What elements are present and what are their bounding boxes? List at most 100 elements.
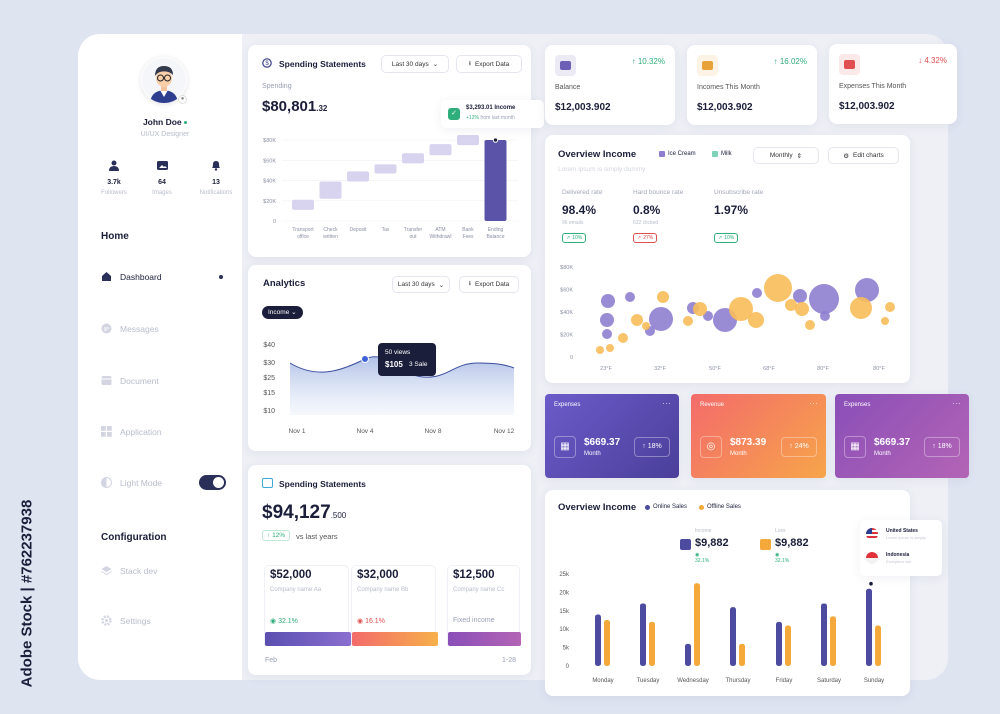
sidebar-item-stack-dev[interactable]: Stack dev bbox=[101, 565, 157, 576]
bubble-milk bbox=[795, 302, 809, 316]
income-change-value: 32.1% bbox=[695, 558, 710, 564]
bar-online-sales bbox=[866, 588, 872, 666]
y-tick-label: $30 bbox=[263, 360, 275, 367]
bubble-milk bbox=[764, 274, 792, 302]
x-tick-label: Nov 4 bbox=[357, 428, 374, 435]
sidebar-item-dashboard[interactable]: Dashboard bbox=[101, 271, 162, 282]
company-change: Fixed income bbox=[453, 617, 495, 624]
y-tick-label: $40 bbox=[263, 342, 275, 349]
stat-card-value: $12,003.902 bbox=[555, 102, 611, 113]
legend-swatch bbox=[712, 151, 718, 157]
x-tick-label: written bbox=[323, 234, 338, 240]
highlight-point bbox=[869, 581, 873, 586]
toggle-knob bbox=[213, 477, 224, 488]
y-tick-label: $40K bbox=[263, 179, 276, 185]
metric-value: 1.97% bbox=[714, 203, 749, 217]
highlight-point bbox=[492, 137, 499, 143]
amount-cents: .32 bbox=[316, 104, 328, 113]
legend-swatch bbox=[645, 504, 650, 510]
tooltip-change-row: +12% from last month bbox=[466, 115, 515, 121]
spending-statements-card: $ Spending Statements Last 30 days ⌄ ⭳ Exp… bbox=[248, 45, 531, 257]
y-tick-label: 0 bbox=[566, 664, 570, 670]
sidebar-item-document[interactable]: Document bbox=[101, 375, 159, 386]
map-icon: ▦ bbox=[554, 436, 576, 458]
stat-notifications[interactable]: 13 Notifications bbox=[194, 158, 238, 196]
y-tick-label: 10k bbox=[559, 627, 570, 633]
bubble-ice-cream bbox=[793, 289, 807, 303]
stat-card: ↑ 10.32% Balance $12,003.902 bbox=[545, 45, 675, 125]
tooltip-change: +12% bbox=[466, 115, 479, 121]
period-end: 1-28 bbox=[502, 657, 517, 664]
income-filter-select[interactable]: Income ⌄ bbox=[262, 306, 303, 319]
company-change: ◉ 32.1% bbox=[270, 618, 298, 625]
spending-amount: $94,127.500 bbox=[262, 502, 346, 524]
x-tick-label: out bbox=[410, 234, 418, 240]
chevron-down-icon: ⌄ bbox=[438, 281, 445, 289]
image-icon bbox=[156, 161, 168, 170]
area-chart: $40 $30 $25 $15 $10 Nov 1 Nov 4 Nov 8 Nov 12 bbox=[263, 342, 515, 435]
change-value: 16.02% bbox=[779, 57, 807, 66]
legend-label: Offline Sales bbox=[707, 504, 741, 510]
sidebar-item-label: Light Mode bbox=[120, 477, 163, 488]
light-mode-toggle[interactable] bbox=[199, 475, 226, 490]
x-tick-label: Nov 12 bbox=[494, 428, 515, 435]
waterfall-bar bbox=[292, 199, 314, 210]
sidebar bbox=[78, 34, 242, 680]
waterfall-bar bbox=[347, 171, 369, 182]
company-value: $12,500 bbox=[453, 569, 495, 581]
date-range-select[interactable]: Last 30 days ⌄ bbox=[381, 55, 449, 73]
metric-label: Unsubscribe rate bbox=[714, 189, 764, 196]
bubble-milk bbox=[642, 322, 650, 330]
company-value: $32,000 bbox=[357, 569, 399, 581]
summary-gradient-card[interactable]: Expenses ··· ▦ $669.37 Month ↑ 18% bbox=[545, 394, 679, 478]
sidebar-item-application[interactable]: Application bbox=[101, 426, 162, 437]
bar-online-sales bbox=[776, 621, 782, 666]
hover-point[interactable] bbox=[361, 355, 369, 363]
stat-images[interactable]: 64 Images bbox=[142, 158, 182, 196]
metric-sub: 632 clicked bbox=[633, 220, 659, 226]
bubble-ice-cream bbox=[600, 313, 614, 327]
more-icon[interactable]: ··· bbox=[662, 398, 671, 408]
income-tooltip: ✓ $3,293.01 Income +12% from last month bbox=[441, 100, 544, 128]
profile-edit-icon[interactable]: ● bbox=[178, 95, 187, 104]
stat-followers[interactable]: 3.7k Followers bbox=[94, 158, 134, 196]
sidebar-item-label: Messages bbox=[120, 323, 159, 334]
export-data-button[interactable]: ⭳ Export Data bbox=[456, 55, 522, 73]
summary-gradient-card[interactable]: Expenses ··· ▦ $669.37 Month ↑ 18% bbox=[835, 394, 969, 478]
card-title: Spending Statements bbox=[279, 59, 366, 69]
gradient-card-period: Month bbox=[730, 451, 747, 457]
gradient-card-change: ↑ 18% bbox=[924, 437, 960, 457]
configuration-heading: Configuration bbox=[101, 532, 167, 543]
spending-label: Spending bbox=[262, 83, 292, 90]
home-heading: Home bbox=[101, 231, 129, 242]
company-bar bbox=[352, 632, 438, 646]
x-tick-label: Bank bbox=[462, 227, 474, 233]
export-data-button[interactable]: ⭳ Export Data bbox=[459, 276, 519, 293]
country-name: Indonesia bbox=[886, 552, 910, 558]
bubble-ice-cream bbox=[625, 292, 635, 302]
summary-gradient-card[interactable]: Revenue ··· ◎ $873.39 Month ↑ 24% bbox=[691, 394, 826, 478]
bar-online-sales bbox=[821, 603, 827, 666]
sidebar-item-label: Dashboard bbox=[120, 271, 162, 282]
thumbs-up-icon: ✓ bbox=[448, 108, 460, 120]
spending-statements-card-2: Spending Statements $94,127.500 ↑ 12% vs… bbox=[248, 465, 531, 675]
waterfall-bar bbox=[457, 135, 479, 146]
sidebar-item-messages[interactable]: Messages bbox=[101, 323, 159, 334]
company-name: Company name Aa bbox=[270, 587, 322, 593]
sidebar-item-settings[interactable]: Settings bbox=[101, 615, 151, 626]
x-tick-label: Fees bbox=[462, 234, 474, 240]
tooltip-views: 50 views bbox=[385, 349, 411, 356]
y-tick-label: 0 bbox=[273, 219, 276, 225]
metric-badge: ↗ 10% bbox=[714, 233, 739, 243]
more-icon[interactable]: ··· bbox=[809, 398, 818, 408]
bubble-ice-cream bbox=[602, 329, 612, 339]
period-label: Monthly bbox=[769, 152, 793, 159]
company-value: $52,000 bbox=[270, 569, 312, 581]
more-icon[interactable]: ··· bbox=[952, 398, 961, 408]
period-select[interactable]: Monthly ⇕ bbox=[753, 147, 819, 164]
edit-charts-button[interactable]: ⚙ Edit charts bbox=[828, 147, 899, 164]
bubble-ice-cream bbox=[601, 294, 615, 308]
y-tick-label: 5k bbox=[563, 646, 570, 652]
date-range-select[interactable]: Last 30 days ⌄ bbox=[392, 276, 450, 293]
x-tick-label: Ending bbox=[488, 227, 504, 233]
